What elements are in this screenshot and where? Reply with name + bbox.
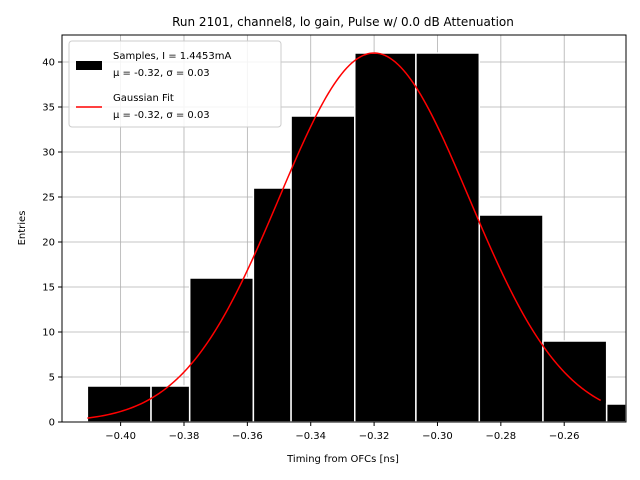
x-tick-label: −0.34 [295,431,326,442]
y-tick-label: 35 [42,103,55,114]
histogram-bar [605,403,627,423]
y-tick-label: 0 [49,418,55,429]
legend: Samples, I = 1.4453mA μ = -0.32, σ = 0.03… [68,40,282,128]
y-tick-label: 15 [42,283,55,294]
legend-label: Gaussian Fit [113,93,174,104]
legend-stats: μ = -0.32, σ = 0.03 [113,110,210,121]
x-axis-label: Timing from OFCs [ns] [286,454,399,465]
histogram-bar [150,385,191,423]
y-tick-label: 10 [42,328,55,339]
x-tick-label: −0.40 [105,431,136,442]
histogram-bar [290,115,356,423]
x-tick-label: −0.36 [232,431,263,442]
legend-stats: μ = -0.32, σ = 0.03 [113,68,210,79]
histogram-bar [415,52,481,423]
histogram-bar [354,52,417,423]
y-axis-label: Entries [17,211,28,246]
gaussian-fit-curve [87,52,602,419]
y-tick-label: 20 [42,238,55,249]
x-axis-ticks: −0.40 −0.38 −0.36 −0.34 −0.32 −0.30 −0.28 −0.26 [105,422,580,442]
histogram-bar [188,277,255,423]
y-axis-ticks: 0 5 10 15 20 25 30 35 40 [42,58,62,429]
y-tick-label: 30 [42,148,55,159]
histogram-bars [86,52,627,423]
x-tick-label: −0.38 [169,431,200,442]
x-tick-label: −0.28 [486,431,517,442]
legend-swatch-samples [76,61,102,70]
histogram-bar [478,214,544,423]
gaussian-fit [87,52,602,419]
chart-title: Run 2101, channel8, lo gain, Pulse w/ 0.… [172,15,514,29]
x-tick-label: −0.32 [359,431,390,442]
y-tick-label: 5 [49,373,55,384]
y-tick-label: 40 [42,58,55,69]
x-tick-label: −0.30 [422,431,453,442]
y-tick-label: 25 [42,193,55,204]
legend-label: Samples, I = 1.4453mA [113,51,231,62]
axes-frame [61,34,627,423]
legend-box [68,40,282,128]
histogram-bar [252,187,292,423]
x-tick-label: −0.26 [549,431,580,442]
